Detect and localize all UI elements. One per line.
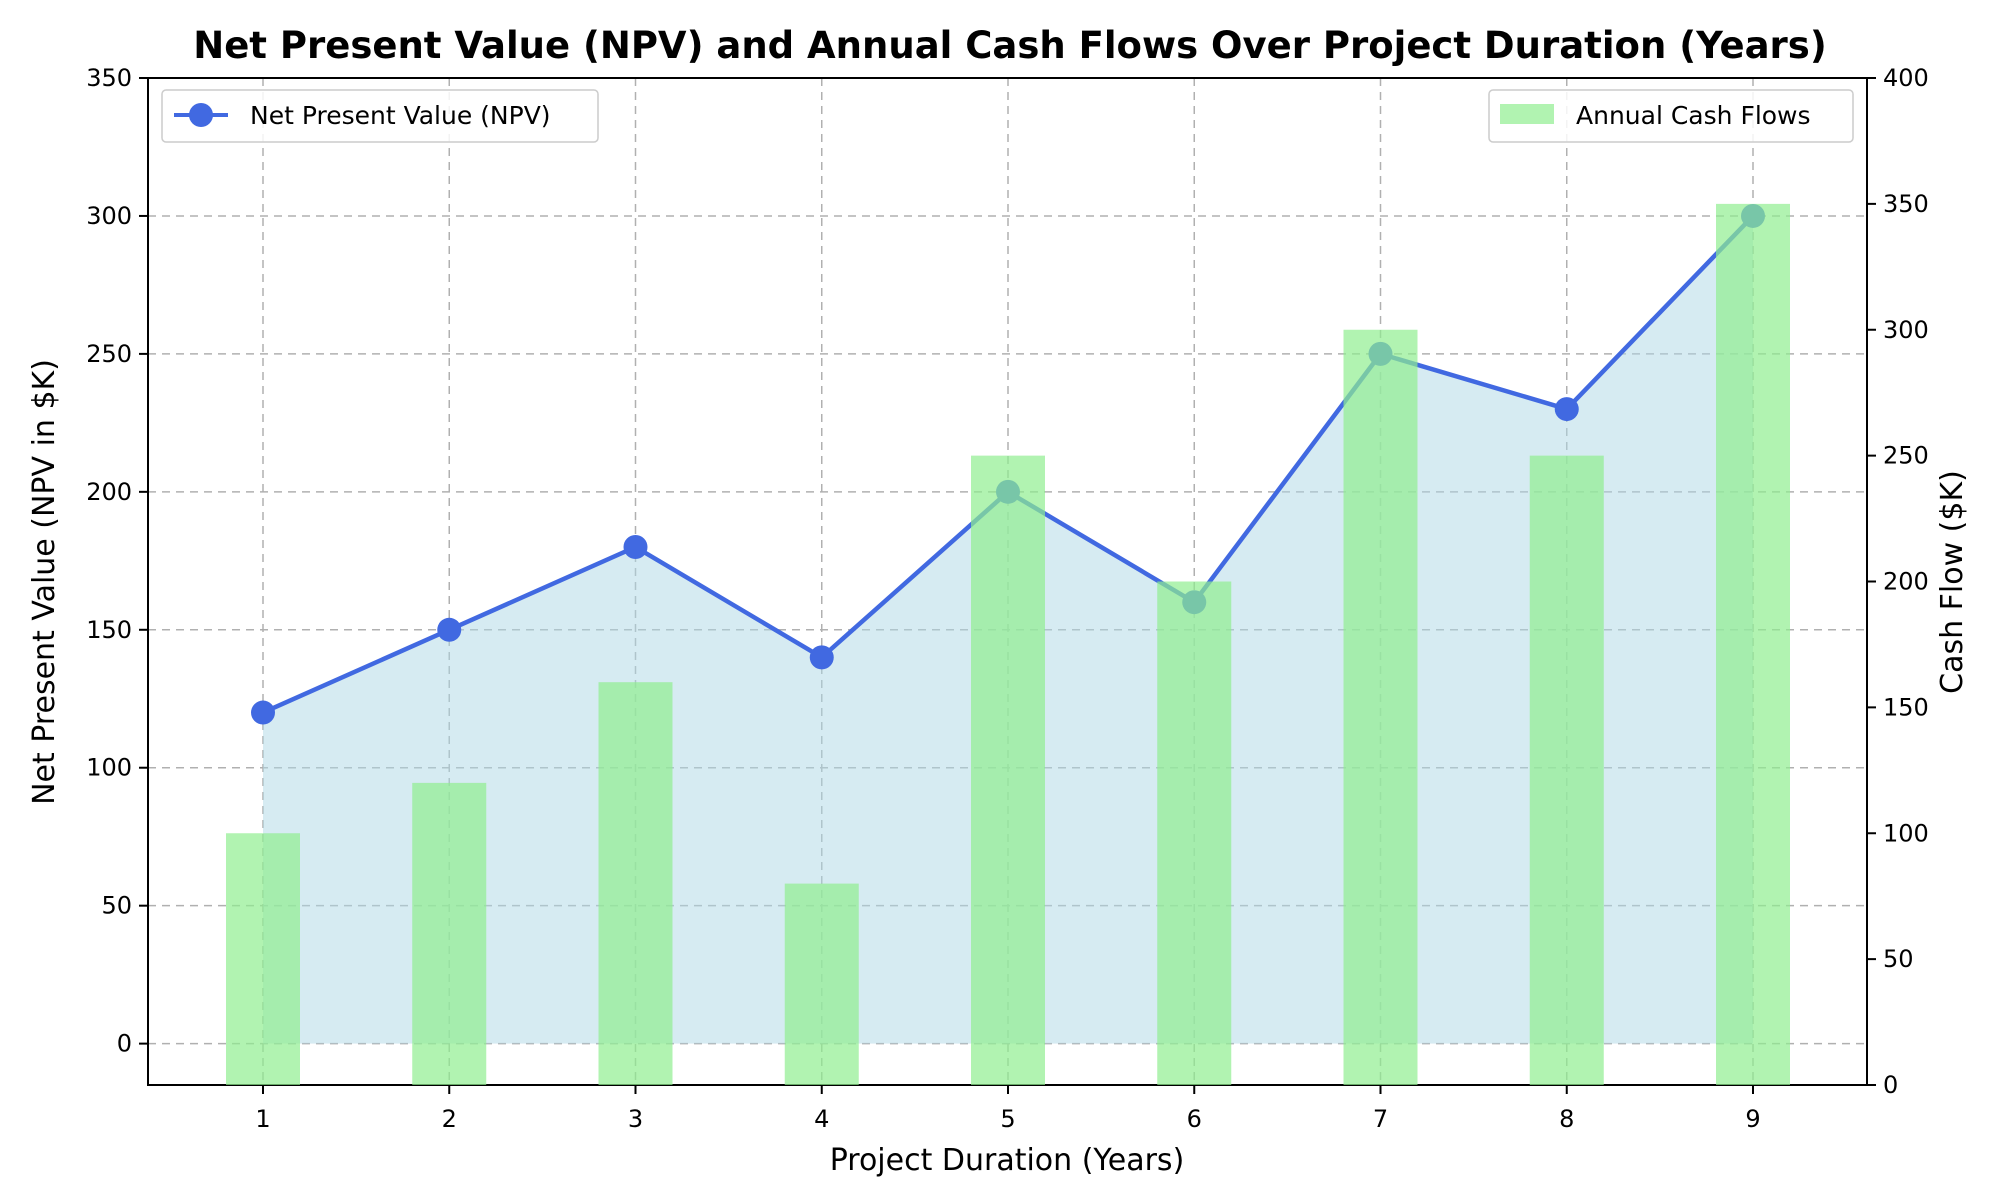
x-tick-label: 4 <box>814 1105 829 1133</box>
y-left-tick-label: 100 <box>86 754 132 782</box>
npv-point <box>437 617 462 642</box>
cash-flow-bar <box>598 682 673 1085</box>
y-right-tick-label: 100 <box>1883 819 1929 847</box>
x-tick-label: 5 <box>1000 1105 1015 1133</box>
legend-cash-flow-frame <box>1488 89 1854 143</box>
y-right-tick-label: 0 <box>1883 1071 1898 1099</box>
y-axis-right: 0 50 100 150 200 250 300 350 400 <box>1867 64 1929 1099</box>
y-left-tick-label: 0 <box>117 1030 132 1058</box>
npv-point <box>251 700 275 725</box>
cash-flow-bar <box>1529 455 1604 1085</box>
x-tick-label: 7 <box>1373 1105 1388 1133</box>
cash-flow-bars <box>226 203 1790 1085</box>
y-right-tick-label: 300 <box>1883 316 1929 344</box>
chart-title: Net Present Value (NPV) and Annual Cash … <box>193 24 1827 67</box>
cash-flow-bar <box>784 883 859 1085</box>
legend-cash-flow-label: Annual Cash Flows <box>1576 101 1811 130</box>
y-right-tick-label: 150 <box>1883 693 1929 721</box>
x-axis-label: Project Duration (Years) <box>830 1143 1185 1178</box>
legend-npv-label: Net Present Value (NPV) <box>250 101 551 130</box>
y-right-tick-label: 250 <box>1883 442 1929 470</box>
cash-flow-bar <box>971 455 1045 1085</box>
y-left-tick-label: 250 <box>86 340 132 368</box>
x-tick-label: 1 <box>255 1105 270 1133</box>
x-tick-label: 8 <box>1559 1105 1574 1133</box>
x-tick-label: 3 <box>628 1105 643 1133</box>
npv-point <box>809 645 834 670</box>
npv-point <box>1554 397 1579 422</box>
y-left-tick-label: 350 <box>86 64 132 92</box>
npv-point <box>623 535 648 560</box>
legend-npv: Net Present Value (NPV) <box>161 89 599 143</box>
cash-flow-bar <box>1157 581 1232 1085</box>
legend-cash-flow-swatch <box>1500 104 1554 124</box>
x-tick-label: 2 <box>442 1105 457 1133</box>
y-left-tick-label: 50 <box>101 892 132 920</box>
legend-npv-swatch-marker <box>189 103 213 127</box>
cash-flow-bar <box>1343 329 1418 1085</box>
y-left-tick-label: 150 <box>86 616 132 644</box>
cash-flow-bar <box>226 833 300 1085</box>
cash-flow-bar <box>412 782 487 1085</box>
legend-npv-frame <box>161 89 599 143</box>
y-right-tick-label: 50 <box>1883 945 1914 973</box>
y-left-tick-label: 200 <box>86 478 132 506</box>
y-right-tick-label: 400 <box>1883 64 1929 92</box>
x-tick-label: 9 <box>1745 1105 1760 1133</box>
x-tick-label: 6 <box>1187 1105 1202 1133</box>
cash-flow-bar <box>1716 203 1790 1085</box>
legend-cash-flow: Annual Cash Flows <box>1488 89 1854 143</box>
y-right-tick-label: 200 <box>1883 568 1929 596</box>
y-right-tick-label: 350 <box>1883 190 1929 218</box>
y-axis-right-label: Cash Flow ($K) <box>1935 470 1970 694</box>
y-axis-left: 0 50 100 150 200 250 300 350 <box>86 64 148 1058</box>
y-axis-left-label: Net Present Value (NPV in $K) <box>27 359 62 805</box>
y-left-tick-label: 300 <box>86 202 132 230</box>
x-axis: 1 2 3 4 5 6 7 8 9 <box>255 1085 1761 1133</box>
